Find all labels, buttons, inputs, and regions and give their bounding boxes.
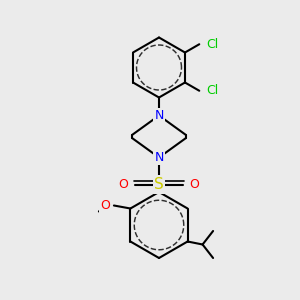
Text: N: N xyxy=(154,151,164,164)
Text: S: S xyxy=(154,177,164,192)
Text: O: O xyxy=(100,199,110,212)
Text: Cl: Cl xyxy=(206,84,218,97)
Text: O: O xyxy=(118,178,128,191)
Text: O: O xyxy=(190,178,200,191)
Text: N: N xyxy=(154,109,164,122)
Text: Cl: Cl xyxy=(206,38,218,51)
